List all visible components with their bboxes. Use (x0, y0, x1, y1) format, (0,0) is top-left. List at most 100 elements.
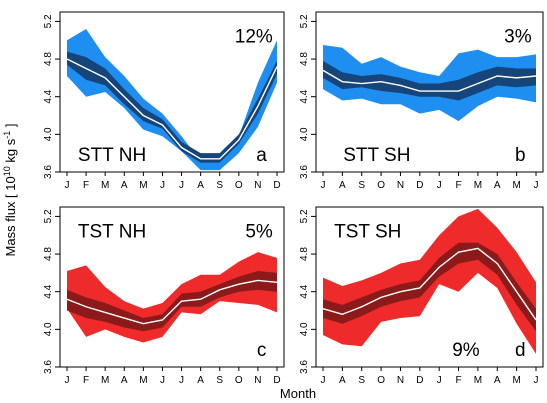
x-tick-label: A (494, 375, 501, 386)
panel-letter: d (515, 340, 526, 361)
y-tick-label: 5.2 (43, 14, 54, 28)
region-label: TST NH (78, 221, 146, 242)
x-tick-label: D (416, 180, 423, 191)
percent-label: 12% (235, 26, 273, 47)
median-line (322, 69, 537, 92)
x-tick-label: O (377, 375, 385, 386)
percent-label: 3% (504, 26, 532, 47)
y-tick-label: 3.6 (299, 165, 310, 179)
outer-band (67, 28, 277, 171)
x-tick-label: O (235, 375, 243, 386)
y-tick-label: 4.0 (43, 127, 54, 141)
x-tick-label: M (512, 375, 520, 386)
x-tick-label: M (474, 375, 482, 386)
x-tick-label: M (101, 180, 109, 191)
x-tick-label: S (216, 180, 223, 191)
x-tick-label: J (534, 180, 539, 191)
y-axis-label: Mass flux [ 1010 kg s-1 ] (2, 124, 18, 257)
y-tick-label: 4.8 (299, 247, 310, 261)
x-tick-label: J (437, 375, 442, 386)
y-tick-label: 4.0 (299, 127, 310, 141)
median-line (66, 279, 278, 325)
x-tick-label: J (534, 375, 539, 386)
x-tick-label: J (65, 375, 70, 386)
median-line (322, 247, 537, 321)
x-tick-label: F (83, 375, 89, 386)
y-tick-label: 4.4 (299, 89, 310, 103)
x-tick-label: J (321, 180, 326, 191)
y-tick-label: 5.2 (43, 209, 54, 223)
x-tick-label: F (455, 375, 461, 386)
inner-band (323, 60, 536, 101)
x-tick-label: O (377, 180, 385, 191)
y-tick-label: 3.6 (299, 360, 310, 374)
x-tick-label: F (455, 180, 461, 191)
x-tick-label: O (235, 180, 243, 191)
x-tick-label: N (254, 375, 261, 386)
panel-letter: c (257, 340, 267, 361)
y-tick-label: 3.6 (43, 165, 54, 179)
x-tick-label: S (358, 375, 365, 386)
y-tick-label: 4.8 (299, 52, 310, 66)
region-label: TST SH (334, 221, 401, 242)
panel-frame (59, 11, 285, 173)
x-tick-label: J (160, 375, 165, 386)
x-tick-label: J (321, 375, 326, 386)
inner-band (323, 242, 536, 332)
y-tick-label: 4.4 (43, 89, 54, 103)
x-tick-label: M (139, 180, 147, 191)
y-tick-label: 5.2 (299, 14, 310, 28)
outer-band (323, 44, 536, 122)
outer-band (67, 252, 277, 343)
x-tick-label: J (179, 180, 184, 191)
x-tick-label: S (358, 180, 365, 191)
x-tick-label: D (273, 180, 280, 191)
y-axis-label-exp: 10 (2, 166, 12, 176)
x-tick-label: M (139, 375, 147, 386)
panel-frame (59, 206, 285, 368)
x-tick-label: J (437, 180, 442, 191)
x-tick-label: S (216, 375, 223, 386)
x-tick-label: J (65, 180, 70, 191)
y-tick-label: 4.8 (43, 247, 54, 261)
x-tick-label: N (397, 180, 404, 191)
x-tick-label: A (197, 180, 204, 191)
x-tick-label: J (160, 180, 165, 191)
region-label: STT NH (78, 145, 146, 166)
x-tick-label: A (339, 375, 346, 386)
percent-label: 5% (245, 221, 273, 242)
y-tick-label: 4.0 (43, 322, 54, 336)
panel-letter: a (256, 145, 267, 166)
y-tick-label: 3.6 (43, 360, 54, 374)
y-tick-label: 4.4 (299, 284, 310, 298)
y-tick-label: 4.8 (43, 52, 54, 66)
x-tick-label: A (494, 180, 501, 191)
x-tick-label: M (101, 375, 109, 386)
x-tick-label: M (512, 180, 520, 191)
x-tick-label: A (197, 375, 204, 386)
x-tick-label: A (121, 180, 128, 191)
x-tick-label: D (273, 375, 280, 386)
panel-frame (315, 206, 544, 368)
x-tick-label: A (121, 375, 128, 386)
y-tick-label: 5.2 (299, 209, 310, 223)
x-tick-label: N (254, 180, 261, 191)
median-line (66, 58, 278, 160)
y-tick-label: 4.0 (299, 322, 310, 336)
x-tick-label: N (397, 375, 404, 386)
percent-label: 9% (452, 340, 480, 361)
panel-letter: b (515, 145, 526, 166)
x-tick-label: A (339, 180, 346, 191)
inner-band (67, 51, 277, 163)
y-tick-label: 4.4 (43, 284, 54, 298)
x-tick-label: M (474, 180, 482, 191)
x-tick-label: D (416, 375, 423, 386)
x-tick-label: J (179, 375, 184, 386)
y-axis-label-units-exp: -1 (2, 131, 12, 139)
x-tick-label: F (83, 180, 89, 191)
